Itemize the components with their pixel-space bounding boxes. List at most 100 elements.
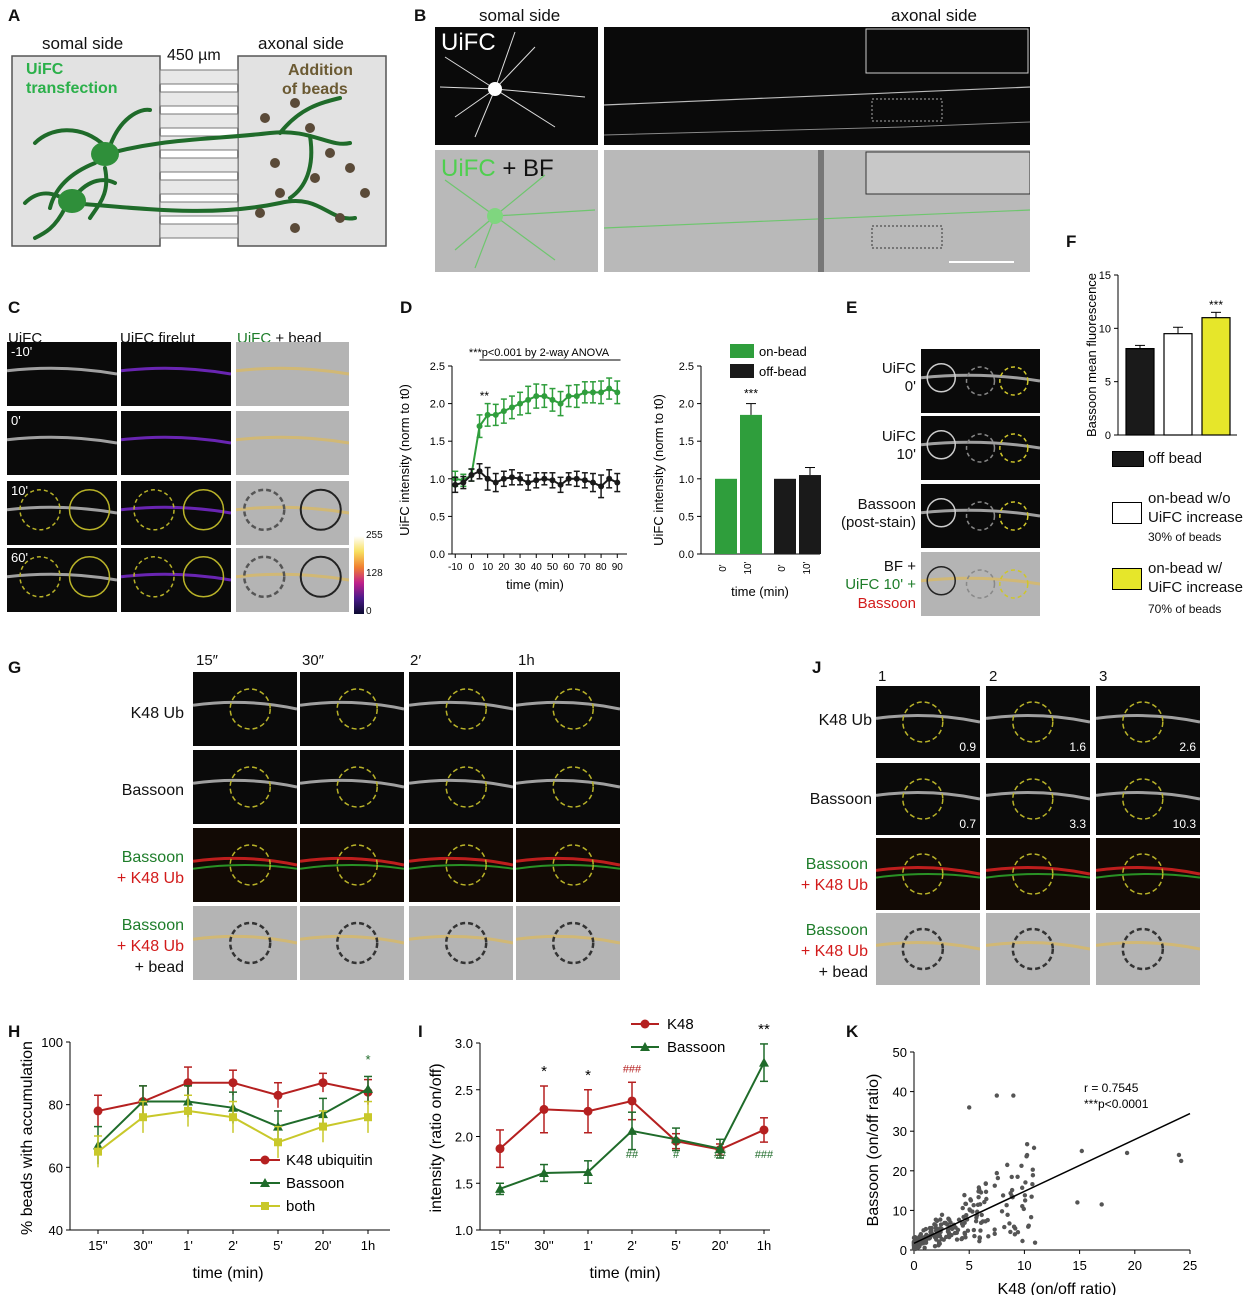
d-xtick-label: 80 (596, 562, 608, 573)
c-firelut-tile (121, 548, 231, 612)
d-point (484, 475, 491, 482)
c-firelut-tile (121, 342, 231, 406)
k-point (1011, 1093, 1016, 1098)
panel-a-schematic (11, 55, 387, 247)
g-tile (300, 906, 404, 980)
bead-outline (229, 766, 271, 808)
e-tile (921, 484, 1040, 548)
bead-outline (445, 766, 487, 808)
k-point (963, 1201, 969, 1207)
k-point (967, 1105, 972, 1110)
bead-outline (1122, 853, 1164, 895)
k-point (1002, 1224, 1007, 1230)
d2-ylabel: UiFC intensity (norm to t0) (651, 394, 666, 546)
d-point (508, 404, 515, 411)
h-xtick-label: 1' (183, 1238, 193, 1253)
h-point (319, 1122, 327, 1131)
bead-outline (243, 488, 286, 532)
c-time-label: 60' (11, 550, 28, 565)
k-point (982, 1199, 987, 1205)
d2-legend-off: off-bead (759, 364, 806, 379)
h-point (229, 1113, 237, 1122)
k-point (976, 1194, 981, 1200)
k-point (977, 1235, 982, 1240)
f-legend-w-swatch (1112, 568, 1142, 590)
d-xtick-label: 10 (482, 562, 494, 573)
g-row-merge-bassoon: Bassoon (121, 849, 184, 866)
chart-h: 40 60 80 100 15'' 30'' 1' 2' 5' 20' 1h time (min) % … (19, 1035, 390, 1282)
e-r1-b: 0' (904, 378, 916, 395)
k-point (963, 1235, 968, 1240)
i-legend-label: K48 (667, 1016, 694, 1033)
i-point (539, 1104, 549, 1114)
b-somal-uifc-image (435, 27, 598, 145)
i-xtick-label: 1h (757, 1238, 771, 1253)
j-tile (986, 838, 1090, 910)
j-row-merge-k48: + K48 Ub (800, 877, 868, 894)
i-ytick-label: 3.0 (455, 1036, 473, 1051)
g-tile (193, 906, 297, 980)
d-point (517, 400, 524, 407)
i-legend-marker (640, 1019, 650, 1029)
bead-outline (926, 430, 956, 460)
i-sig-top: * (541, 1063, 547, 1080)
d-point (573, 475, 580, 482)
d-point (557, 400, 564, 407)
i-ytick-label: 2.5 (455, 1083, 473, 1098)
d-point (500, 475, 507, 482)
k-point (961, 1214, 966, 1220)
j-tile (876, 686, 980, 758)
c-bead-tile (236, 411, 349, 475)
d2-xtick-label: 0' (777, 564, 788, 572)
h-legend-label: K48 ubiquitin (286, 1152, 373, 1169)
e-r2-a: UiFC (881, 428, 916, 445)
g-tile (516, 750, 620, 824)
d-point (557, 481, 564, 488)
d-ytick-label: 0.0 (430, 549, 445, 561)
bead-outline (299, 555, 342, 598)
k-point (1099, 1202, 1104, 1207)
panel-label-d: D (400, 298, 413, 317)
g-col-1h: 1h (518, 652, 535, 669)
axon-line-green (409, 864, 513, 870)
d-sig: ** (480, 389, 490, 403)
i-ytick-label: 1.5 (455, 1176, 473, 1191)
h-xtick-label: 20' (315, 1238, 332, 1253)
h-xtick-label: 30'' (133, 1238, 152, 1253)
k-point (1008, 1190, 1013, 1196)
axon-line-green (516, 864, 620, 870)
i-point (495, 1183, 505, 1193)
k-point (1029, 1194, 1034, 1199)
chart-d: 0.0 0.5 1.0 1.5 2.0 2.5 -10 0 10 20 30 40 50 60 70 80 90… (397, 344, 821, 599)
d-point (606, 385, 613, 392)
bead-outline (999, 569, 1029, 599)
d-point (549, 396, 556, 403)
j-row-bead-bead: + bead (818, 964, 868, 981)
f-ytick-label: 0 (1105, 430, 1111, 442)
f-legend-w-2: UiFC increase (1148, 579, 1244, 596)
d-point (598, 389, 605, 396)
g-tile (300, 672, 404, 746)
bead-outline (336, 844, 378, 886)
i-ytick-label: 1.0 (455, 1223, 473, 1238)
k-point (983, 1181, 988, 1186)
d-point (476, 423, 483, 430)
d-point (549, 477, 556, 484)
f-bar (1125, 347, 1155, 436)
d-xlabel: time (min) (506, 577, 564, 592)
axon-line (409, 934, 513, 945)
bead-outline (1122, 778, 1164, 820)
axon-line (236, 366, 349, 376)
k-point (992, 1231, 997, 1237)
k-ytick-label: 0 (900, 1243, 907, 1258)
k-point (1015, 1174, 1020, 1180)
a-axonal-side: axonal side (258, 34, 345, 53)
axon-line (876, 866, 980, 876)
i-sig-bottom: # (673, 1149, 680, 1161)
k-point (948, 1220, 953, 1225)
axon-line (236, 572, 349, 582)
j-row-bead-bassoon: Bassoon (805, 922, 868, 939)
axon-line (300, 778, 404, 789)
k-point (983, 1189, 989, 1194)
g-tile (409, 750, 513, 824)
